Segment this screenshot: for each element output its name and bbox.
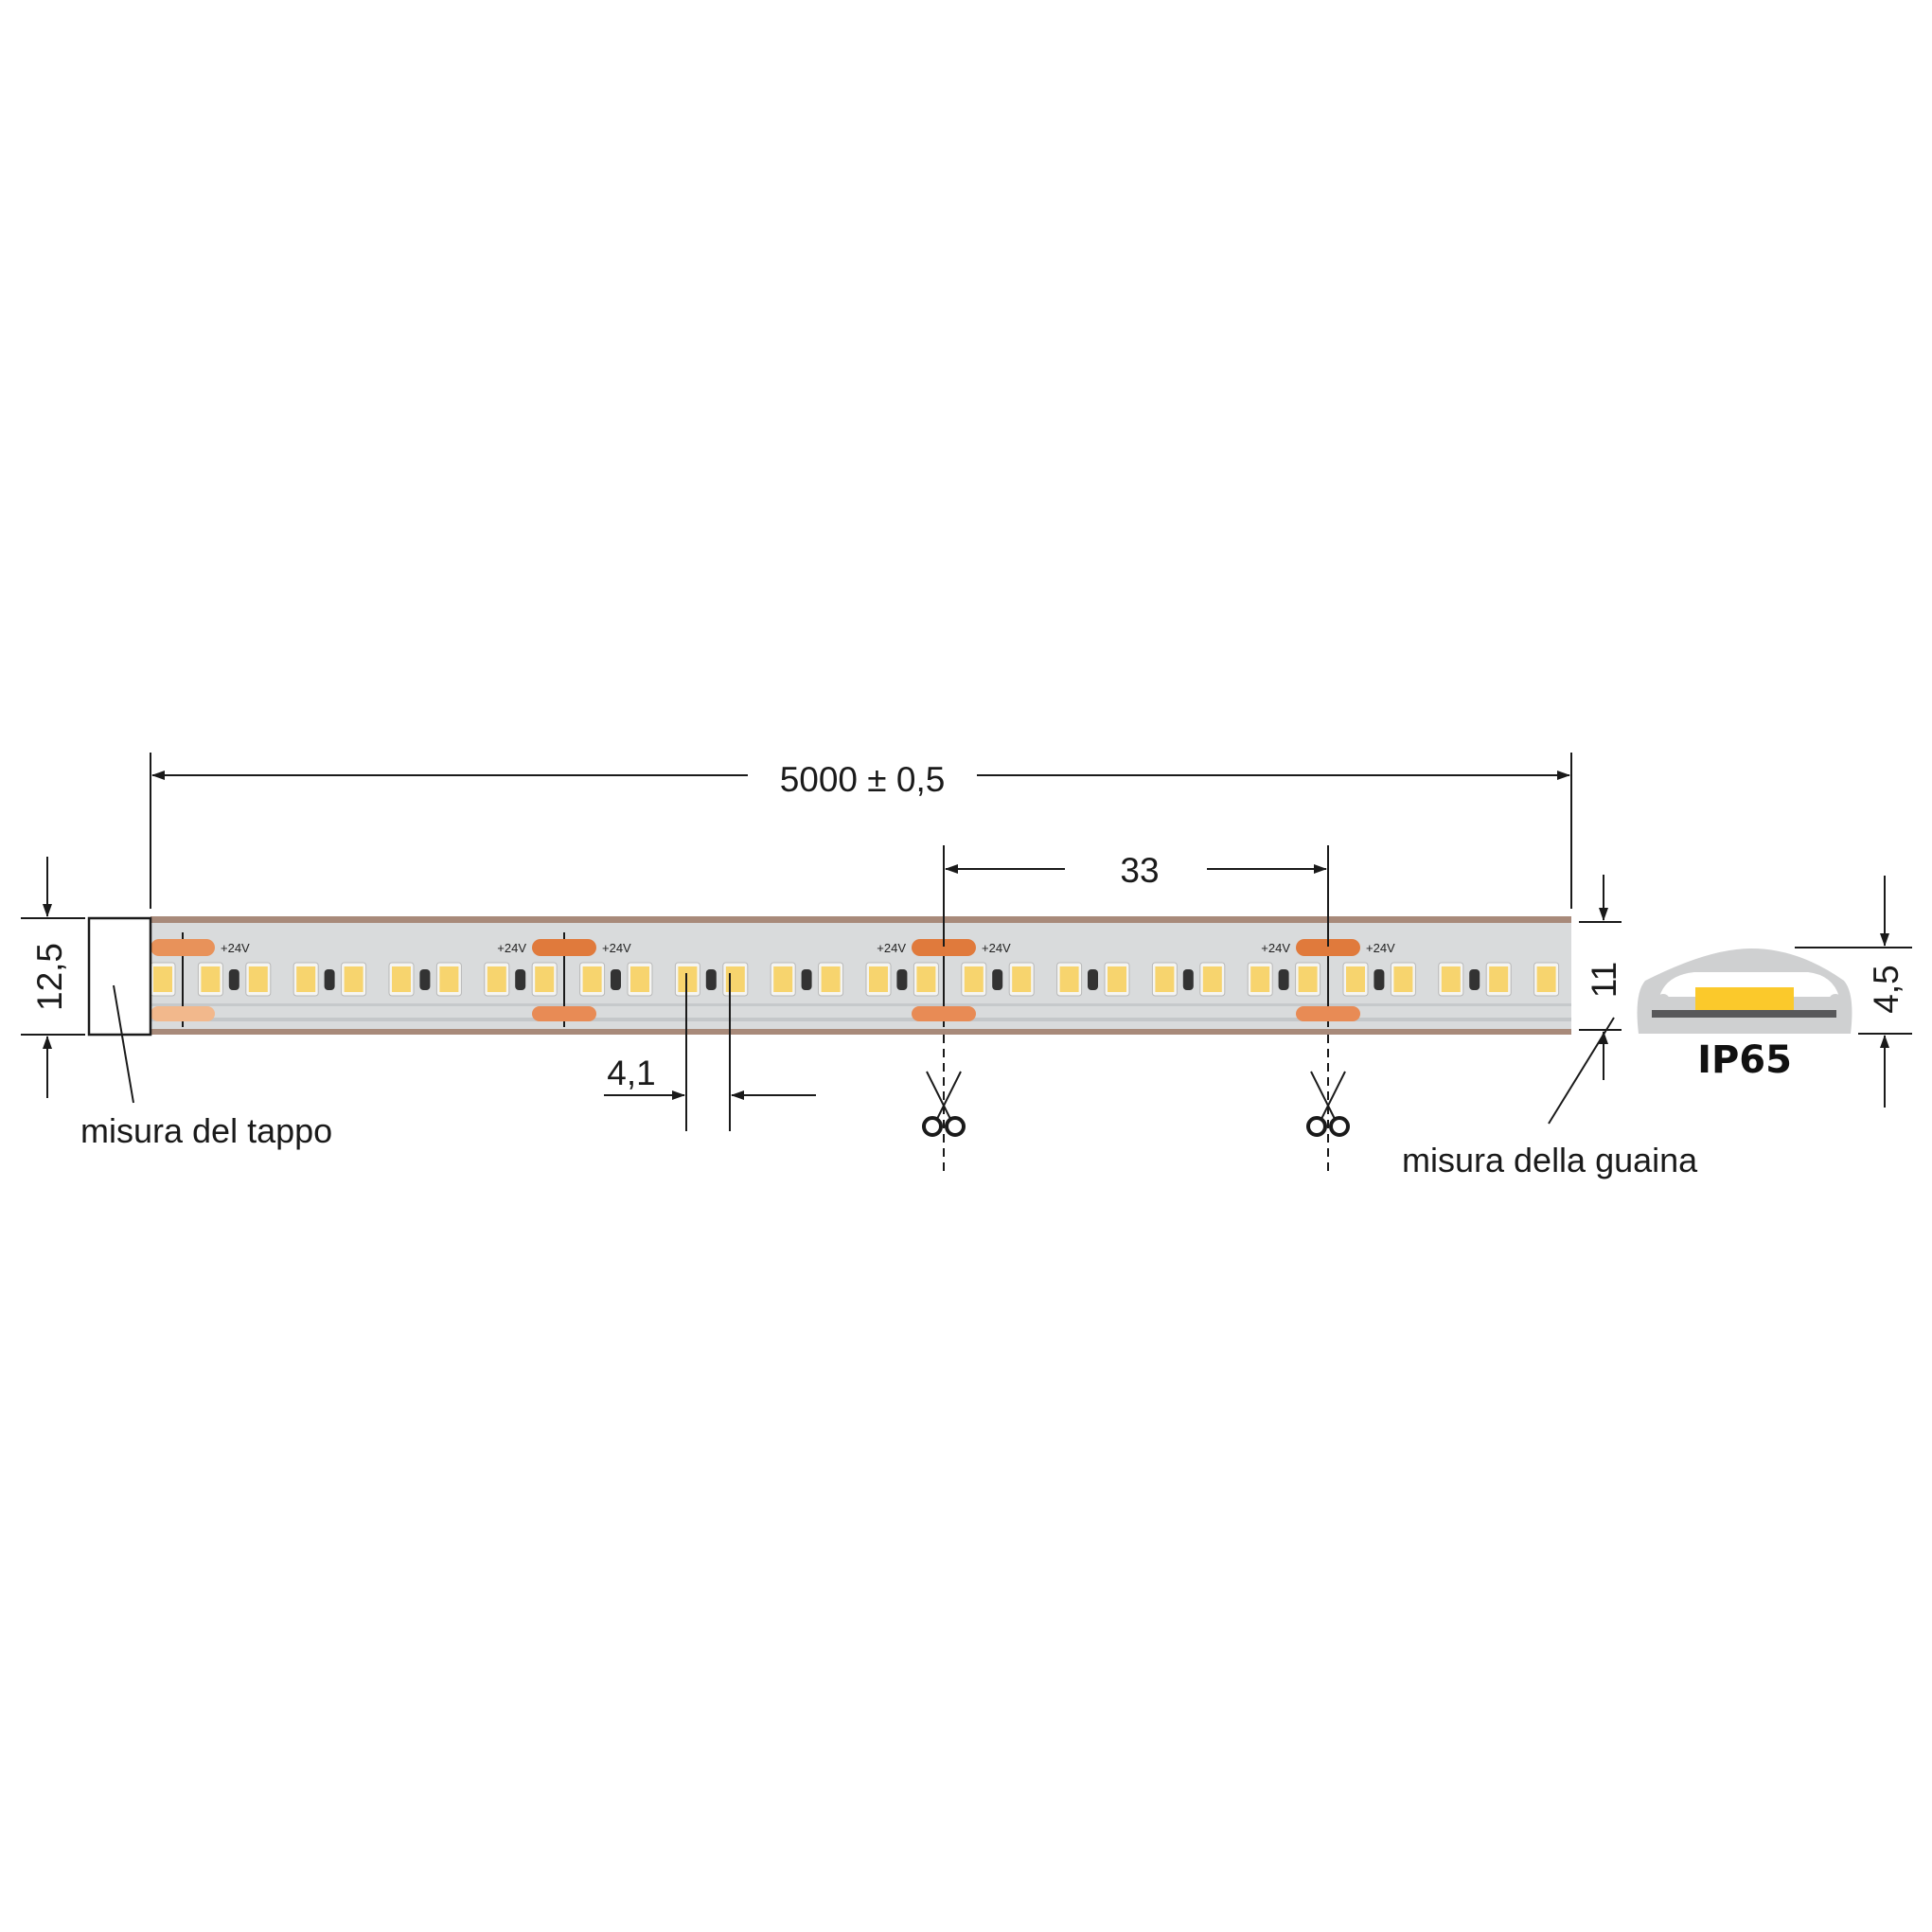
led-emitter <box>582 966 602 992</box>
length-label: 5000 ± 0,5 <box>780 760 946 799</box>
cross-section-profile: IP65 <box>1637 948 1852 1082</box>
led-emitter <box>296 966 316 992</box>
led-chip <box>1695 987 1794 1010</box>
end-cap <box>87 916 152 1037</box>
solder-pad <box>151 1006 215 1021</box>
led-emitter <box>821 966 841 992</box>
led-emitter <box>1441 966 1461 992</box>
solder-pad <box>1296 939 1360 956</box>
cap-height-label: 12,5 <box>30 943 69 1011</box>
solder-pad <box>532 1006 596 1021</box>
led-emitter <box>1202 966 1222 992</box>
led-strip: +24V +24V +24V +24V +24V +24V +24V <box>150 916 1571 1035</box>
cut-pitch-label: 33 <box>1120 851 1159 890</box>
resistor <box>705 969 717 990</box>
resistor <box>1088 969 1098 990</box>
resistor <box>611 969 621 990</box>
pad-voltage-label: +24V <box>982 941 1011 955</box>
led-pitch-label: 4,1 <box>607 1054 655 1092</box>
led-emitter <box>1489 966 1509 992</box>
led-emitter <box>1393 966 1413 992</box>
led-emitter <box>487 966 506 992</box>
led-emitter <box>1536 966 1556 992</box>
resistor <box>1469 969 1480 990</box>
length-dimension: 5000 ± 0,5 <box>150 753 1572 909</box>
led-emitter <box>535 966 555 992</box>
led-emitter <box>1012 966 1032 992</box>
led-emitter <box>1250 966 1270 992</box>
resistor <box>1374 969 1385 990</box>
solder-pad <box>151 939 215 956</box>
solder-pad <box>912 1006 976 1021</box>
resistor <box>1182 969 1194 990</box>
cut-pitch-dimension: 33 <box>943 845 1329 947</box>
cap-label: misura del tappo <box>80 1111 332 1150</box>
led-emitter <box>869 966 888 992</box>
solder-pad <box>912 939 976 956</box>
resistor <box>896 969 908 990</box>
led-emitter <box>1346 966 1365 992</box>
solder-pad <box>1296 1006 1360 1021</box>
cap-height-dimension: 12,5 misura del tappo <box>21 857 332 1150</box>
led-emitter <box>1298 966 1318 992</box>
profile-height-label: 4,5 <box>1867 965 1905 1013</box>
led-emitter <box>964 966 984 992</box>
solder-pad <box>532 939 596 956</box>
pad-voltage-label: +24V <box>1261 941 1290 955</box>
scissors-icon <box>922 1071 966 1137</box>
led-emitter <box>1108 966 1126 992</box>
pad-voltage-label: +24V <box>221 941 250 955</box>
led-emitter <box>1155 966 1175 992</box>
resistor <box>515 969 526 990</box>
led-emitter <box>630 966 649 992</box>
sheath-height-label: 11 <box>1585 962 1623 998</box>
led-emitter <box>392 966 411 992</box>
scissors-icon <box>1306 1071 1350 1137</box>
led-pitch-dimension: 4,1 <box>604 973 816 1131</box>
pad-voltage-label: +24V <box>877 941 906 955</box>
led-emitter <box>725 966 745 992</box>
resistor <box>419 969 431 990</box>
resistor <box>1278 969 1289 990</box>
resistor <box>324 969 335 990</box>
led-emitter <box>773 966 793 992</box>
led-emitter <box>248 966 268 992</box>
pad-voltage-label: +24V <box>497 941 526 955</box>
pad-voltage-label: +24V <box>1366 941 1395 955</box>
ip-rating: IP65 <box>1697 1038 1792 1082</box>
led-emitter <box>201 966 221 992</box>
resistor <box>992 969 1003 990</box>
pcb <box>1652 1010 1836 1018</box>
led-emitter <box>344 966 363 992</box>
led-emitter <box>678 966 698 992</box>
led-emitter <box>916 966 936 992</box>
led-emitter <box>439 966 459 992</box>
sheath-height-dimension: 11 misura della guaina <box>1402 875 1698 1179</box>
pad-voltage-label: +24V <box>602 941 631 955</box>
led-emitter <box>1059 966 1079 992</box>
resistor <box>228 969 239 990</box>
profile-height-dimension: 4,5 <box>1795 876 1912 1108</box>
led-emitter <box>153 966 172 992</box>
resistor <box>801 969 812 990</box>
sheath-label: misura della guaina <box>1402 1141 1698 1179</box>
cut-lines <box>922 1035 1350 1177</box>
